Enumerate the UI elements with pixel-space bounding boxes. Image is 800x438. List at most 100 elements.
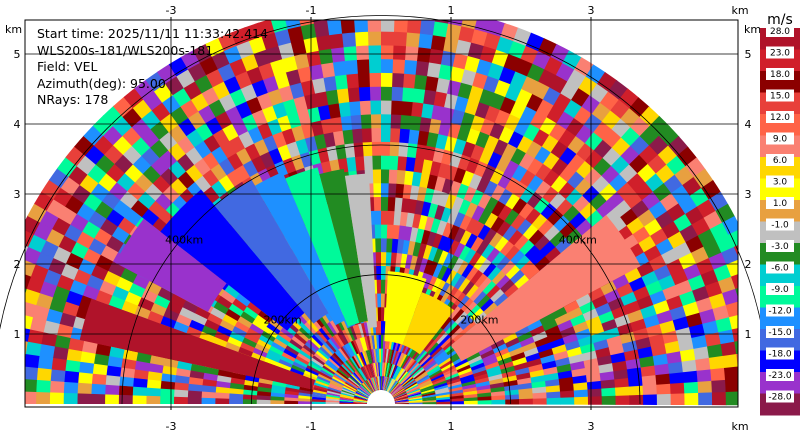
- radar-bin: [381, 320, 385, 335]
- radar-bin: [352, 401, 368, 404]
- radar-bin: [465, 232, 479, 249]
- radar-bin: [226, 335, 243, 348]
- radar-bin: [103, 144, 124, 165]
- radar-bin: [556, 198, 574, 217]
- radar-bin: [692, 285, 710, 303]
- radar-bin: [59, 311, 77, 328]
- radar-bin: [461, 170, 476, 187]
- radar-bin: [378, 320, 382, 335]
- radar-bin: [431, 277, 443, 293]
- radar-bin: [445, 372, 460, 381]
- radar-bin: [399, 128, 411, 144]
- radar-bin: [388, 380, 398, 393]
- radar-bin: [375, 362, 379, 377]
- radar-bin: [419, 353, 432, 366]
- radar-bin: [524, 244, 541, 261]
- radar-bin: [604, 288, 622, 304]
- radar-bin: [355, 369, 365, 383]
- radar-bin: [529, 111, 548, 130]
- radar-bin: [77, 392, 92, 404]
- radar-bin: [574, 396, 589, 405]
- radar-bin: [356, 58, 371, 74]
- radar-bin: [447, 209, 460, 226]
- radar-bin: [246, 327, 262, 340]
- radar-bin: [330, 377, 345, 386]
- radar-bin: [311, 354, 326, 366]
- radar-bin: [447, 254, 460, 271]
- colorbar-label: -28.0: [768, 393, 792, 403]
- radar-bin: [708, 293, 727, 311]
- radar-bin: [324, 360, 338, 372]
- radar-bin: [194, 305, 211, 320]
- radar-bin: [214, 397, 230, 404]
- radar-bin: [585, 373, 602, 384]
- radar-bin: [419, 20, 437, 36]
- radar-bin: [488, 373, 504, 382]
- radar-bin: [202, 168, 220, 187]
- colorbar-unit: m/s: [767, 12, 793, 28]
- radar-bin: [280, 326, 295, 340]
- radar-bin: [115, 275, 134, 292]
- radar-bin: [399, 211, 409, 227]
- radar-bin: [357, 387, 370, 397]
- radar-bin: [493, 138, 510, 157]
- radar-bin: [298, 386, 314, 392]
- radar-bin: [718, 276, 737, 295]
- radar-bin: [134, 304, 152, 320]
- radar-field: [25, 20, 738, 407]
- radar-bin: [329, 379, 344, 388]
- radar-bin: [518, 398, 534, 405]
- radar-bin: [36, 366, 52, 381]
- radar-bin: [421, 229, 432, 245]
- radar-bin: [310, 357, 324, 368]
- radar-bin: [455, 39, 473, 57]
- radar-bin: [257, 309, 273, 323]
- radar-bin: [443, 283, 455, 299]
- radar-bin: [373, 348, 377, 363]
- radar-bin: [381, 58, 395, 74]
- radar-bin: [450, 326, 464, 340]
- radar-bin: [395, 183, 405, 199]
- y-unit-right: km: [744, 23, 761, 36]
- radar-bin: [377, 306, 382, 322]
- radar-bin: [396, 169, 407, 185]
- radar-bin: [519, 336, 536, 348]
- radar-bin: [472, 369, 488, 378]
- radar-bin: [380, 375, 382, 391]
- radar-bin: [459, 373, 475, 382]
- radar-bin: [559, 221, 577, 239]
- radar-bin: [432, 262, 444, 279]
- radar-bin: [331, 334, 343, 349]
- radar-bin: [487, 369, 503, 378]
- velocity-sector: [285, 167, 360, 327]
- radar-bin: [230, 371, 247, 381]
- radar-bin: [656, 383, 672, 396]
- radar-bin: [385, 348, 389, 363]
- radar-bin: [386, 362, 392, 378]
- radar-bin: [519, 169, 537, 188]
- radar-bin: [347, 376, 360, 387]
- radar-bin: [470, 236, 485, 253]
- radar-bin: [524, 265, 541, 281]
- radar-bin: [326, 321, 338, 336]
- radar-bin: [429, 371, 444, 380]
- radar-bin: [244, 22, 263, 42]
- radar-bin: [481, 353, 497, 363]
- radar-bin: [376, 334, 380, 349]
- radar-bin: [420, 355, 433, 368]
- radar-bin: [211, 336, 228, 348]
- radar-bin: [249, 322, 265, 335]
- colorbar-label: 12.0: [770, 113, 790, 123]
- radar-bin: [420, 388, 436, 395]
- radar-bin: [325, 392, 341, 397]
- radar-bin: [356, 352, 365, 367]
- colorbar-label: -18.0: [768, 350, 792, 360]
- radar-bin: [297, 400, 312, 404]
- radar-bin: [601, 387, 616, 398]
- radar-bin: [417, 377, 432, 386]
- radar-bin: [410, 365, 423, 377]
- radar-bin: [306, 364, 321, 374]
- radar-bin: [325, 396, 340, 400]
- radar-bin: [377, 293, 382, 308]
- radar-bin: [387, 379, 396, 392]
